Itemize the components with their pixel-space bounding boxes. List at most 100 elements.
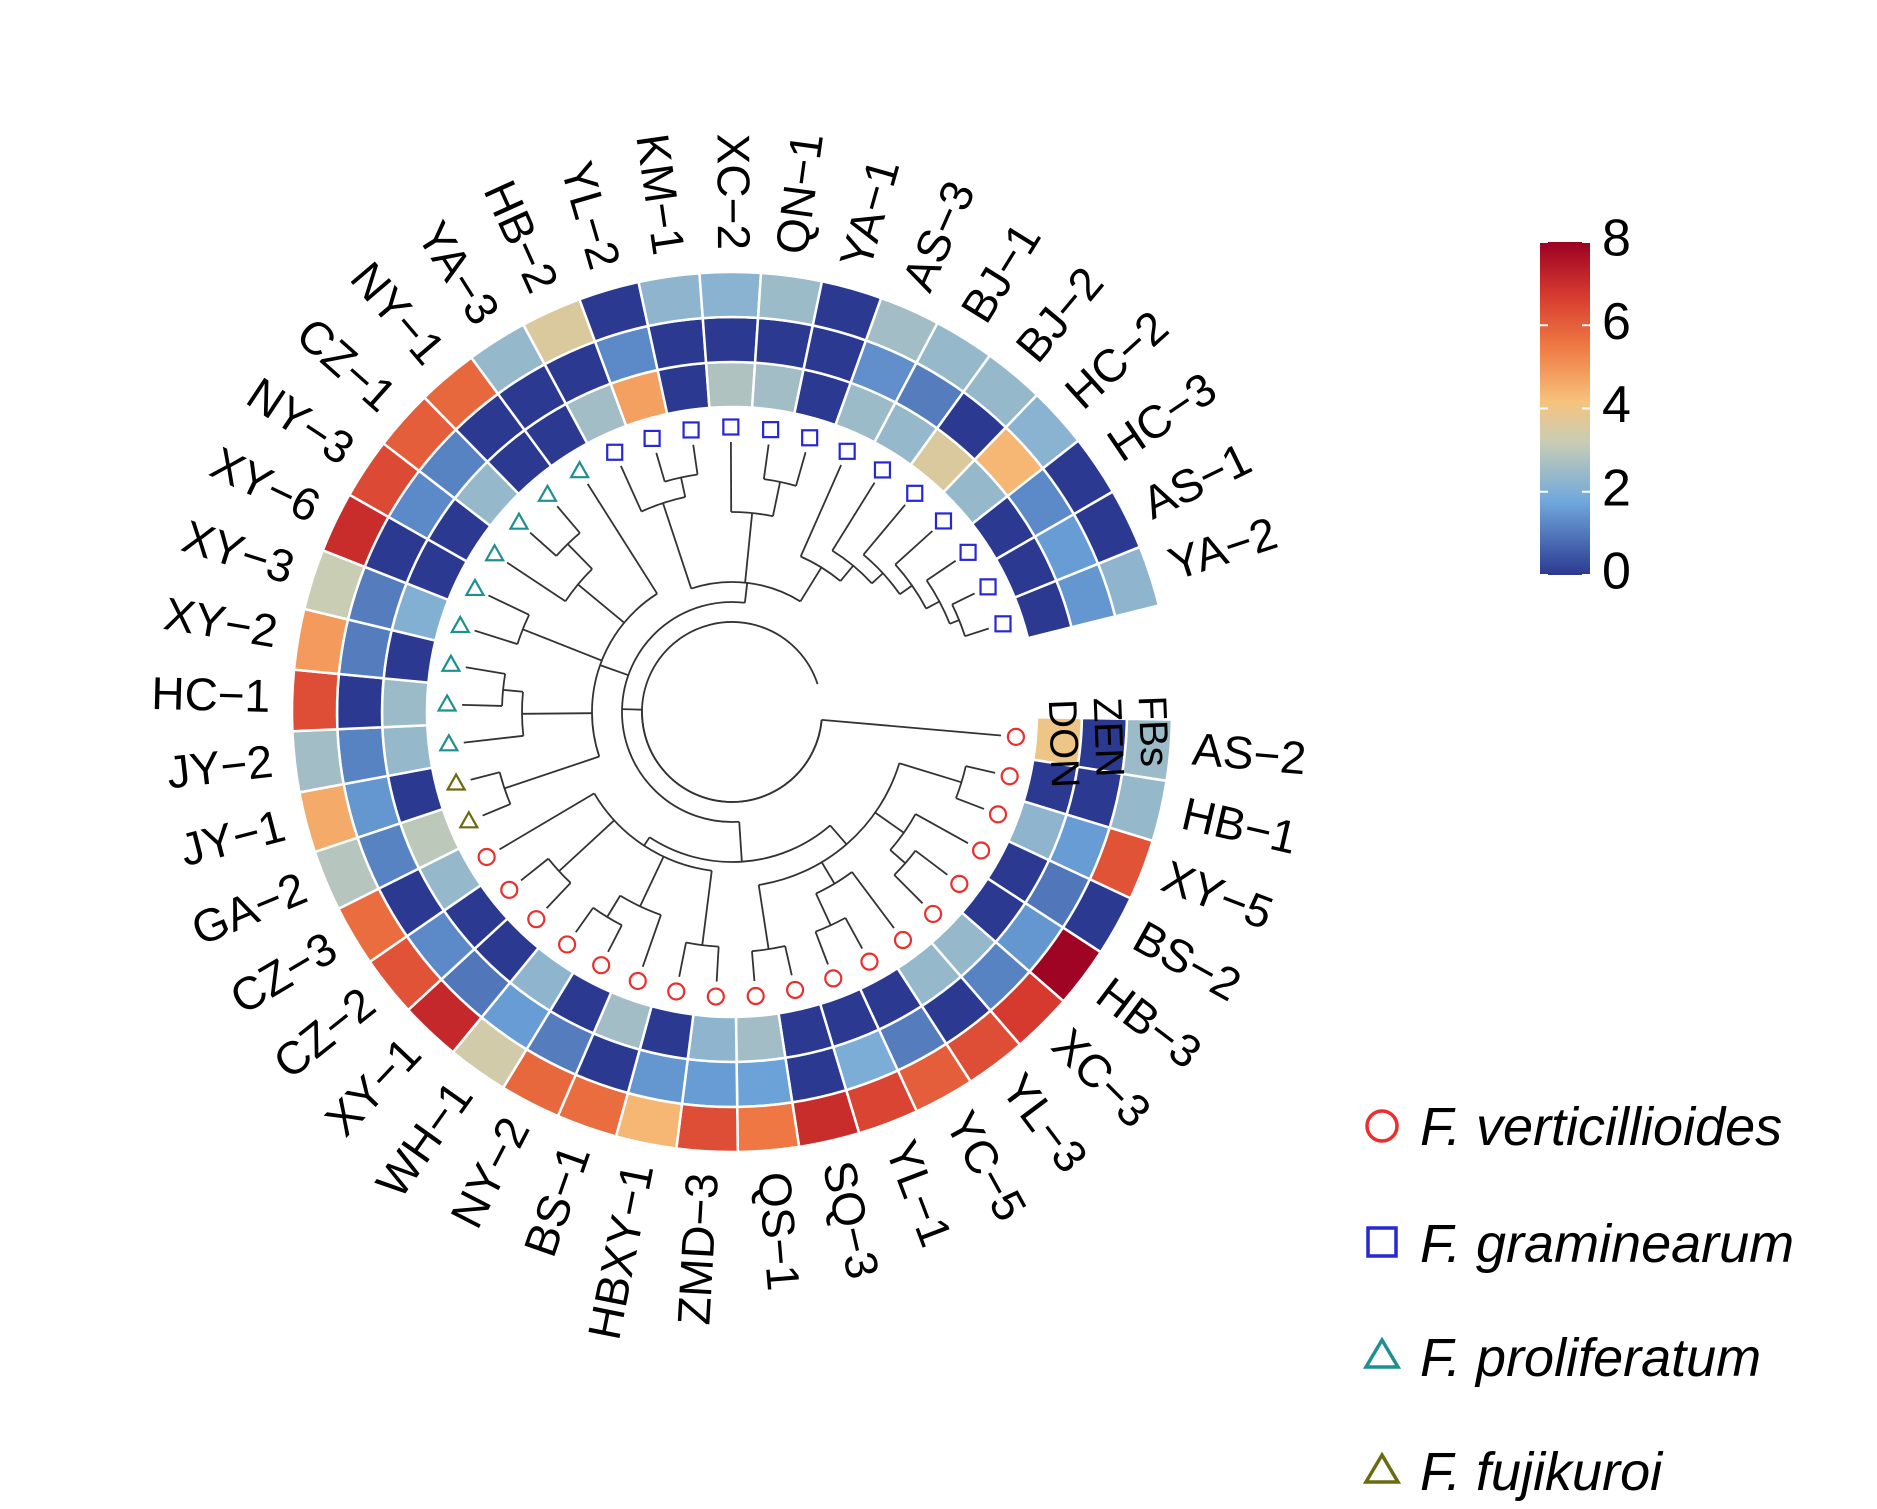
dendrogram-arc (649, 824, 831, 863)
dendrogram-branch (599, 664, 629, 677)
legend-circle-icon (1365, 1109, 1399, 1143)
dendrogram-branch (772, 481, 781, 517)
species-marker-circle (924, 904, 943, 924)
legend-label-fujikuroi: F. fujikuroi (1420, 1442, 1664, 1502)
colorbar-ticks: 0 2 4 6 8 (1540, 210, 1631, 601)
dendrogram-branch (701, 870, 713, 946)
species-marker-square (994, 615, 1012, 633)
dendrogram-branch (925, 600, 940, 610)
sample-label: SQ−3 (813, 1156, 890, 1283)
sample-label: KM−1 (626, 130, 695, 258)
dendrogram-branch (567, 543, 593, 570)
dendrogram-branch (499, 792, 595, 851)
heat-cell (686, 1013, 738, 1064)
heat-cell (735, 1100, 801, 1154)
dendrogram-branch (520, 857, 549, 882)
dendrogram-branch (799, 566, 823, 602)
dendrogram-arc (498, 772, 512, 805)
dendrogram-branch (893, 874, 924, 904)
dendrogram-branch (899, 762, 962, 784)
species-marker-circle (667, 982, 686, 1001)
dendrogram-branch (926, 559, 957, 582)
species-marker-circle (746, 986, 765, 1006)
dendrogram-arc (763, 478, 797, 487)
colorbar: 0 2 4 6 8 (1540, 210, 1631, 601)
dendrogram-branch (662, 502, 693, 589)
dendrogram-branch (474, 629, 518, 645)
dendrogram-arc (758, 763, 901, 886)
heat-cell (735, 1056, 794, 1109)
dendrogram-branch (814, 931, 829, 965)
dendrogram-branch (738, 821, 743, 862)
heat-cell (756, 271, 824, 327)
dendrogram-branch (586, 483, 658, 595)
ring-label: ZEN (1085, 697, 1132, 779)
dendrogram-arc (815, 871, 853, 895)
species-marker-square (959, 543, 977, 561)
dendrogram-branch (506, 561, 566, 603)
dendrogram-branch (951, 592, 975, 606)
sample-label: HBXY−1 (578, 1159, 664, 1343)
species-marker-triangle (445, 772, 467, 791)
dendrogram-branch (606, 895, 621, 918)
dendrogram-branch (558, 819, 615, 872)
dendrogram-arc (685, 941, 719, 948)
species-marker-circle (1006, 727, 1026, 746)
dendrogram-branch (463, 734, 524, 744)
dendrogram-arc (516, 614, 530, 645)
dendrogram-branch (504, 755, 600, 790)
species-marker-triangle (449, 614, 471, 634)
dendrogram-branch (556, 505, 581, 534)
dendrogram-arc (664, 473, 698, 483)
heat-cell (680, 1057, 739, 1109)
sample-label: YA−2 (1162, 507, 1283, 591)
heat-cell (335, 672, 385, 731)
species-marker-square (873, 461, 892, 479)
dendrogram-branch (744, 512, 754, 583)
dendrogram-branch (949, 619, 960, 625)
dendrogram-arc (925, 579, 951, 625)
species-marker-circle (893, 930, 913, 950)
species-marker-triangle (508, 511, 530, 530)
dendrogram-branch (831, 482, 876, 552)
dendrogram-branch (815, 893, 832, 926)
dendrogram-branch (839, 565, 854, 582)
legend-label-proliferatum: F. proliferatum (1420, 1328, 1761, 1388)
heat-cell (1096, 545, 1161, 618)
colorbar-tick-label: 6 (1602, 293, 1631, 351)
dendrogram-branch (639, 856, 665, 907)
dendrogram-branch (874, 811, 905, 834)
legend-square-icon (1366, 1226, 1398, 1258)
sample-label: YL−2 (551, 156, 631, 275)
heat-cell (290, 668, 341, 733)
dendrogram-arc (889, 813, 917, 851)
colorbar-tick-label: 2 (1602, 459, 1631, 517)
species-marker-circle (860, 952, 879, 971)
sample-label: YA−1 (829, 153, 909, 273)
ring-label: FBs (1130, 695, 1177, 768)
legend-label-graminearum: F. graminearum (1420, 1214, 1794, 1274)
dendrogram-branch (545, 882, 572, 909)
species-marker-circle (971, 841, 991, 860)
dendrogram-arc (815, 917, 846, 933)
species-marker-circle (824, 969, 843, 988)
dendrogram-branch (641, 914, 662, 968)
species-marker-circle (785, 980, 805, 1000)
dendrogram-branch (488, 594, 530, 616)
sample-label: JY−1 (175, 799, 291, 876)
dendrogram-branch (871, 572, 884, 585)
species-marker-triangle (484, 543, 506, 562)
species-marker-triangle (436, 693, 458, 712)
species-marker-circle (500, 880, 519, 899)
heat-cell (646, 316, 708, 372)
species-marker-circle (706, 987, 725, 1006)
species-marker-circle (558, 935, 577, 954)
dendrogram-branch (575, 907, 594, 933)
dendrogram-branch (465, 666, 506, 675)
species-marker-triangle (458, 810, 480, 829)
dendrogram-branch (915, 813, 969, 844)
dendrogram-branch (678, 942, 687, 977)
heat-cell (704, 360, 757, 410)
heat-cell (656, 361, 711, 416)
